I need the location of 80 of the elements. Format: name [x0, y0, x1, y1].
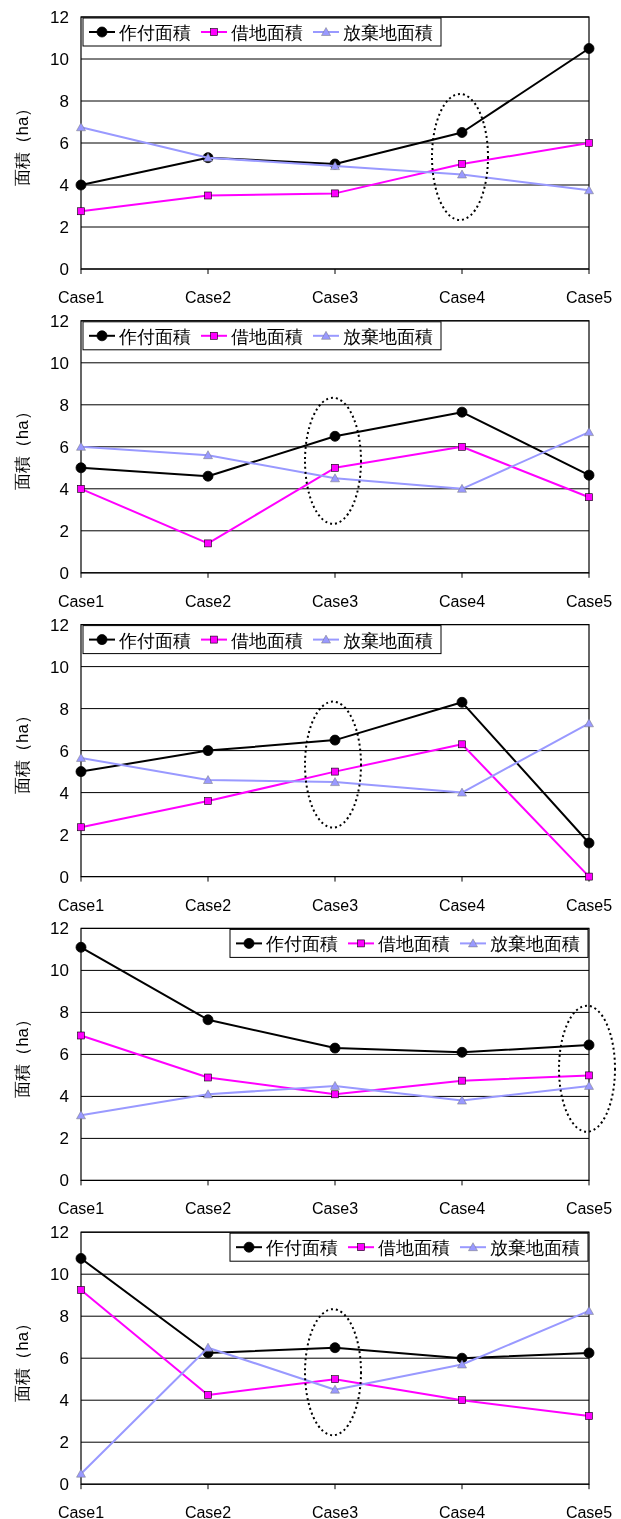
x-tick-label: Case1: [57, 1504, 105, 1519]
x-tick-label: Case5: [565, 289, 613, 306]
y-tick-label: 4: [59, 1087, 69, 1107]
x-tick-label: Case2: [184, 592, 232, 610]
x-tick-label: Case5: [565, 1504, 613, 1519]
legend-label: 借地面積: [378, 934, 450, 955]
y-tick-label: 6: [59, 741, 69, 761]
y-tick-label: 4: [59, 783, 69, 803]
x-tick-label: Case3: [311, 1200, 359, 1218]
legend-label: 放棄地面積: [490, 934, 580, 955]
legend-label: 放棄地面積: [343, 630, 433, 651]
y-tick-label: 6: [59, 1045, 69, 1065]
y-tick-label: 0: [59, 1475, 69, 1495]
y-tick-label: 2: [59, 1433, 69, 1453]
y-tick-label: 8: [59, 395, 69, 415]
y-tick-label: 0: [59, 1171, 69, 1191]
x-tick-label: Case2: [184, 1504, 232, 1519]
x-tick-label: Case4: [438, 1200, 486, 1218]
y-tick-label: 12: [50, 615, 69, 635]
x-tick-label: Case4: [438, 1504, 486, 1519]
y-tick-label: 2: [59, 218, 69, 237]
legend-label: 作付面積: [118, 23, 191, 43]
x-tick-label: Case4: [438, 896, 486, 914]
legend-label: 借地面積: [231, 630, 303, 651]
x-tick-label: Case4: [438, 289, 486, 306]
x-tick-label: Case1: [57, 896, 105, 914]
x-tick-label: Case3: [311, 1504, 359, 1519]
legend-label: 借地面積: [378, 1238, 450, 1259]
y-axis-title: 面積（ha）: [13, 1010, 32, 1098]
x-tick-label: Case4: [438, 592, 486, 610]
y-axis-title: 面積（ha）: [13, 99, 32, 187]
y-tick-label: 10: [50, 50, 69, 69]
x-tick-label: Case3: [311, 896, 359, 914]
x-tick-label: Case3: [311, 592, 359, 610]
y-axis-title: 面積（ha）: [13, 403, 32, 491]
y-axis-title: 面積（ha）: [13, 707, 32, 795]
y-tick-label: 6: [59, 1349, 69, 1369]
x-tick-label: Case5: [565, 896, 613, 914]
y-tick-label: 12: [50, 311, 69, 331]
y-tick-label: 0: [59, 563, 69, 583]
y-tick-label: 8: [59, 1307, 69, 1327]
y-tick-label: 4: [59, 176, 69, 195]
y-tick-label: 8: [59, 92, 69, 111]
x-tick-label: Case1: [57, 289, 105, 306]
y-tick-label: 8: [59, 699, 69, 719]
legend-label: 借地面積: [231, 326, 303, 347]
x-tick-label: Case2: [184, 896, 232, 914]
x-tick-label: Case5: [565, 1200, 613, 1218]
legend-label: 作付面積: [265, 934, 338, 955]
y-tick-label: 10: [50, 353, 69, 373]
legend-label: 放棄地面積: [343, 23, 433, 43]
legend-label: 放棄地面積: [343, 326, 433, 347]
x-tick-label: Case2: [184, 1200, 232, 1218]
y-tick-label: 2: [59, 521, 69, 541]
legend-label: 作付面積: [118, 326, 191, 347]
x-tick-label: Case5: [565, 592, 613, 610]
x-tick-label: Case1: [57, 1200, 105, 1218]
y-tick-label: 8: [59, 1003, 69, 1023]
y-tick-label: 2: [59, 1129, 69, 1149]
y-tick-label: 10: [50, 657, 69, 677]
y-tick-label: 0: [59, 260, 69, 279]
y-tick-label: 10: [50, 961, 69, 981]
y-tick-label: 2: [59, 825, 69, 845]
y-tick-label: 6: [59, 134, 69, 153]
y-tick-label: 4: [59, 1391, 69, 1411]
legend-label: 放棄地面積: [490, 1238, 580, 1259]
y-axis-title: 面積（ha）: [13, 1314, 32, 1402]
x-tick-label: Case1: [57, 592, 105, 610]
y-tick-label: 12: [50, 919, 69, 939]
legend-label: 借地面積: [231, 23, 303, 43]
legend-label: 作付面積: [265, 1238, 338, 1259]
y-tick-label: 12: [50, 1223, 69, 1243]
y-tick-label: 6: [59, 437, 69, 457]
y-tick-label: 12: [50, 8, 69, 27]
x-tick-label: Case2: [184, 289, 232, 306]
y-tick-label: 0: [59, 867, 69, 887]
x-tick-label: Case3: [311, 289, 359, 306]
y-tick-label: 10: [50, 1265, 69, 1285]
y-tick-label: 4: [59, 479, 69, 499]
legend-label: 作付面積: [118, 630, 191, 651]
